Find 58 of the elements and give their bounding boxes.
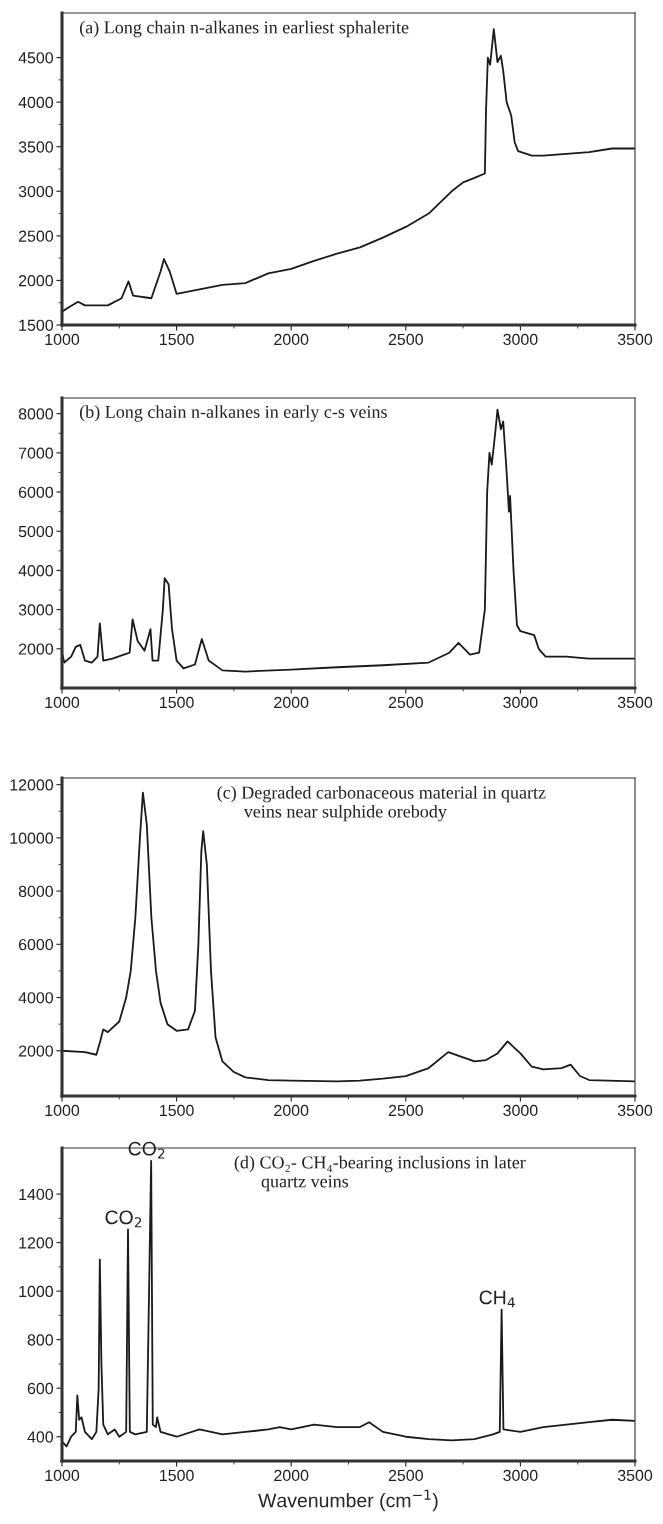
x-tick-label: 2500 [388, 333, 423, 346]
x-tick-label: 3500 [617, 696, 653, 709]
x-axis-title: Wavenumber (cm$^{−1}$) [258, 1489, 438, 1512]
x-tick-label: 1000 [45, 333, 80, 346]
annotation: CO$_{2}$ [105, 1210, 142, 1228]
x-tick-label: 3000 [503, 333, 538, 346]
y-tick-label: 1200 [19, 1237, 54, 1249]
y-tick-label: 400 [27, 1431, 54, 1443]
y-tick-label: 7000 [18, 447, 54, 459]
y-tick-label: 4000 [18, 565, 54, 577]
x-tick-label: 3000 [503, 1469, 538, 1482]
y-tick-label: 1500 [19, 319, 54, 331]
x-tick-label: 2000 [274, 696, 309, 709]
x-tick-label: 1000 [45, 696, 80, 709]
chart-title: (b) Long chain n-alkanes in early c-s veins [79, 405, 387, 422]
y-tick-label: 2000 [18, 1045, 54, 1057]
x-tick-label: 2000 [274, 1104, 309, 1117]
y-tick-label: 10000 [10, 832, 54, 844]
y-tick-label: 8000 [18, 408, 54, 420]
text: (d) CO₂- CH₄-bearing inclusions in later quartz veins [234, 1155, 526, 1192]
x-tick-label: 1500 [160, 1469, 194, 1482]
y-tick-label: 4000 [18, 96, 54, 109]
annotation: CO$_{2}$ [128, 1141, 165, 1159]
x-tick-label: 2500 [388, 1104, 423, 1117]
y-tick-label: 2000 [18, 275, 54, 287]
x-tick-label: 2500 [388, 1469, 423, 1482]
y-tick-label: 1400 [19, 1188, 54, 1201]
x-tick-label: 3500 [617, 333, 653, 346]
x-tick-label: 3000 [503, 696, 538, 709]
y-tick-label: 600 [27, 1382, 54, 1395]
y-tick-label: 800 [27, 1334, 54, 1346]
x-tick-label: 2000 [274, 1469, 309, 1482]
y-tick-label: 2000 [18, 643, 54, 655]
x-tick-label: 3000 [503, 1104, 538, 1117]
x-tick-label: 2500 [388, 696, 423, 709]
y-tick-label: 12000 [10, 779, 54, 791]
x-tick-label: 1500 [160, 333, 194, 346]
y-tick-label: 4500 [18, 52, 54, 64]
x-tick-label: 1000 [45, 1104, 80, 1117]
y-tick-label: 6000 [18, 486, 54, 498]
y-tick-label: 1000 [19, 1285, 54, 1298]
text: (c) Degraded carbonaceous material in quartz veins near sulphide orebody [217, 785, 546, 822]
y-tick-label: 2500 [18, 230, 54, 242]
y-tick-label: 6000 [18, 938, 54, 951]
chart-title: (a) Long chain n-alkanes in earliest sphalerite [79, 20, 409, 38]
x-tick-label: 2000 [274, 333, 309, 346]
y-tick-label: 8000 [18, 885, 54, 898]
y-tick-label: 3000 [18, 604, 54, 616]
y-tick-label: 5000 [18, 525, 54, 538]
y-tick-label: 3000 [18, 185, 54, 198]
x-tick-label: 1500 [160, 696, 194, 709]
x-tick-label: 1500 [160, 1104, 194, 1117]
y-tick-label: 3500 [18, 141, 54, 153]
annotation: CH$_{4}$ [479, 1290, 515, 1308]
y-tick-label: 4000 [18, 992, 54, 1004]
x-tick-label: 1000 [45, 1469, 80, 1482]
x-tick-label: 3500 [617, 1469, 653, 1482]
x-tick-label: 3500 [617, 1104, 653, 1117]
